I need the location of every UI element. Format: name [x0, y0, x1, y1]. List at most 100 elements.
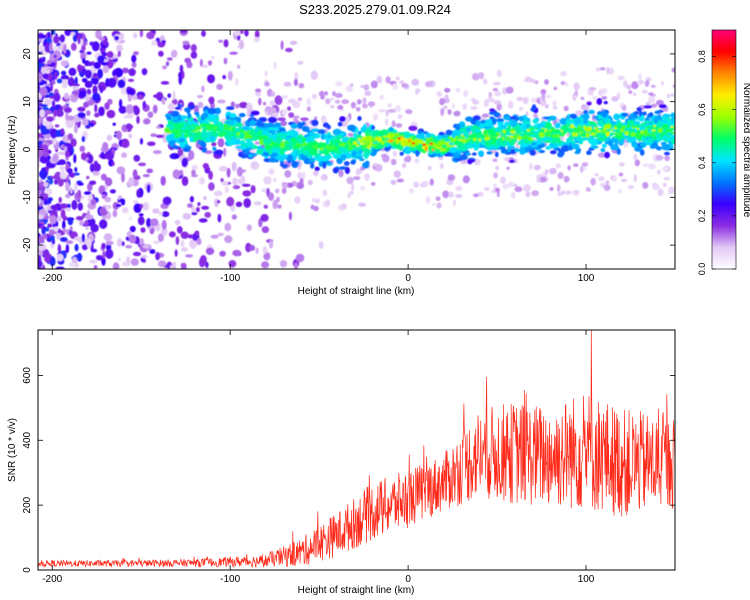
spectrogram-cell [195, 125, 200, 131]
spectrogram-cell [86, 51, 92, 55]
spectrogram-cell [431, 146, 434, 150]
spectrogram-cell [54, 124, 60, 128]
spectrogram-cell [642, 163, 650, 167]
spectrogram-cell [323, 118, 328, 124]
spectrogram-cell [632, 132, 636, 136]
spectrogram-cell [92, 163, 101, 172]
spectrogram-cell [648, 112, 654, 117]
spectrogram-cell [177, 104, 183, 108]
spectrogram-cell [127, 94, 132, 102]
spectrogram-cell [77, 34, 81, 45]
spectrogram-cell [312, 170, 319, 177]
spectrogram-cell [656, 146, 662, 151]
spectrogram-cell [90, 198, 97, 206]
x-tick-label: -200 [42, 574, 62, 585]
spectrogram-cell [132, 251, 142, 257]
spectrogram-cell [69, 76, 74, 87]
spectrogram-cell [670, 93, 675, 97]
spectrogram-cell [350, 160, 356, 165]
spectrogram-cell [248, 153, 253, 158]
spectrogram-cell [324, 91, 328, 96]
spectrogram-cell [386, 143, 391, 147]
spectrogram-cell [281, 95, 288, 99]
spectrogram-cell [49, 43, 53, 53]
spectrogram-cell [510, 191, 516, 199]
spectrogram-cell [347, 132, 354, 137]
spectrogram-cell [594, 173, 599, 177]
spectrogram-cell [53, 92, 61, 102]
spectrogram-cell [544, 104, 549, 109]
spectrogram-cell [544, 79, 549, 85]
spectrogram-cell [444, 138, 449, 142]
spectrogram-cell [663, 176, 671, 181]
spectrogram-cell [140, 227, 146, 233]
spectrogram-cell [370, 80, 378, 89]
spectrogram-cell [500, 132, 504, 136]
x-tick-label: -200 [42, 273, 62, 284]
spectrogram-cell [661, 144, 671, 151]
y-tick-label: 10 [22, 96, 33, 108]
spectrogram-cell [272, 135, 277, 142]
spectrogram-cell [254, 30, 260, 39]
spectrogram-cell [355, 107, 361, 112]
spectrogram-cell [268, 168, 275, 175]
spectrogram-cell [73, 91, 78, 96]
spectrogram-cell [205, 125, 214, 130]
spectrogram-cell [346, 176, 354, 185]
spectrogram-cell [263, 123, 268, 129]
spectrogram-cell [232, 119, 238, 125]
spectrogram-cell [425, 81, 433, 88]
spectrogram-cell [216, 83, 223, 90]
spectrogram-cell [63, 146, 68, 152]
spectrogram-cell [347, 193, 351, 199]
spectrogram-cell [208, 96, 215, 105]
spectrogram-cell [223, 57, 228, 65]
spectrogram-cell [621, 105, 627, 111]
spectrogram-cell [133, 106, 140, 116]
spectrogram-cell [57, 151, 66, 155]
spectrogram-cell [43, 151, 50, 157]
spectrogram-cell [590, 132, 597, 136]
spectrogram-cell [619, 138, 625, 145]
spectrogram-cell [518, 106, 524, 111]
spectrogram-cell [77, 189, 82, 199]
spectrogram-cell [493, 128, 501, 132]
spectrogram-cell [62, 220, 66, 231]
spectrogram-cell [133, 203, 142, 214]
spectrogram-cell [41, 34, 47, 39]
spectrogram-cell [297, 60, 304, 65]
spectrogram-cell [416, 88, 421, 93]
spectrogram-cell [161, 97, 166, 105]
spectrogram-cell [618, 172, 624, 177]
spectrogram-cell [309, 157, 316, 162]
spectrogram-cell [645, 101, 651, 107]
spectrogram-cell [281, 154, 289, 159]
spectrogram-cell [94, 112, 100, 118]
spectrogram-cell [219, 165, 228, 172]
spectrogram-cell [317, 142, 324, 148]
spectrogram-cell [412, 135, 417, 141]
spectrogram-cell [502, 183, 510, 190]
spectrogram-cell [531, 144, 538, 148]
spectrogram-cell [455, 185, 463, 191]
spectrogram-cell [101, 242, 106, 250]
spectrogram-cell [421, 181, 430, 187]
spectrogram-cell [517, 135, 522, 141]
spectrogram-x-ticks: -200 -100 0 100 [42, 30, 595, 284]
spectrogram-cell [445, 94, 449, 102]
spectrogram-cell [376, 75, 382, 84]
spectrogram-cell [364, 173, 370, 181]
spectrogram-cell [249, 119, 256, 127]
spectrogram-cell [488, 91, 493, 99]
spectrogram-cell [286, 130, 294, 137]
spectrogram-cell [605, 180, 610, 185]
spectrogram-cell [531, 190, 539, 197]
spectrogram-cell [161, 211, 170, 218]
spectrogram-cell [190, 51, 198, 59]
spectrogram-cell [92, 170, 100, 176]
spectrogram-cell [182, 40, 190, 46]
spectrogram-cell [382, 135, 388, 138]
spectrogram-cell [153, 240, 160, 245]
spectrogram-cell [43, 181, 49, 188]
spectrogram-cell [70, 138, 77, 147]
